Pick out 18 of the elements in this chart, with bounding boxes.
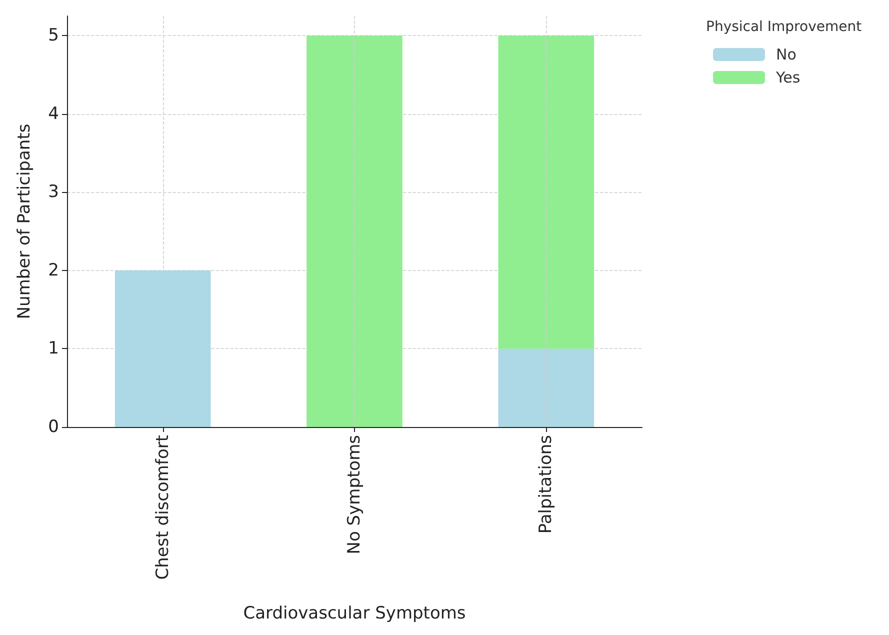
y-tick-label: 0 — [48, 417, 59, 437]
bar — [306, 36, 402, 427]
legend-label: No — [776, 46, 796, 64]
legend-label: Yes — [775, 68, 800, 86]
bar — [498, 348, 594, 427]
y-tick-label: 5 — [48, 26, 59, 46]
legend-title: Physical Improvement — [706, 19, 862, 35]
x-tick-label: No Symptoms — [344, 434, 364, 554]
y-tick-label: 2 — [48, 260, 59, 280]
y-axis-title: Number of Participants — [14, 124, 34, 320]
bar — [498, 36, 594, 349]
x-axis-title: Cardiovascular Symptoms — [243, 604, 466, 624]
y-tick-label: 1 — [48, 338, 59, 359]
x-tick-label: Chest discomfort — [152, 434, 173, 580]
x-tick-label: Palpitations — [536, 434, 556, 534]
bar — [114, 270, 211, 427]
y-tick-label: 4 — [48, 104, 59, 124]
y-tick-label: 3 — [48, 182, 59, 202]
